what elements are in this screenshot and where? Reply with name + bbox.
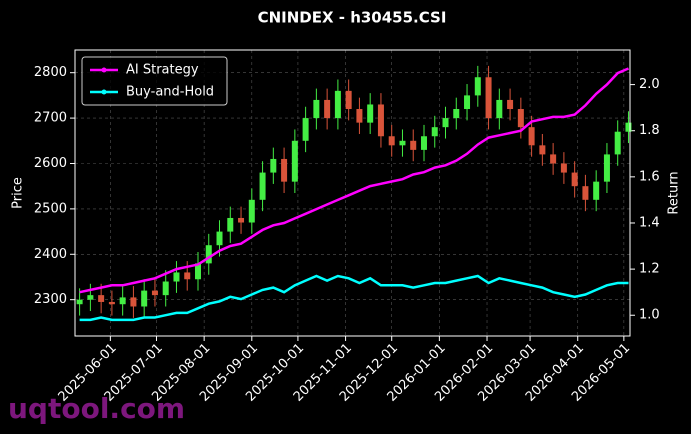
legend-marker	[101, 89, 107, 95]
y2-tick-label: 1.0	[639, 308, 660, 323]
candle-body	[560, 163, 567, 173]
candle-body	[141, 290, 148, 307]
candle-body	[507, 99, 514, 110]
legend-label: Buy-and-Hold	[126, 85, 214, 100]
candle-body	[151, 290, 158, 296]
candle-body	[108, 301, 115, 305]
candle-body	[485, 77, 492, 119]
candle-body	[603, 154, 610, 182]
line-series	[79, 67, 629, 294]
candle-body	[550, 154, 557, 164]
y2-tick-label: 1.2	[639, 262, 660, 277]
chart-title: CNINDEX - h30455.CSI	[258, 9, 447, 27]
candle-body	[388, 136, 395, 146]
candle-body	[248, 199, 255, 223]
candle-body	[270, 158, 277, 173]
candle-body	[345, 90, 352, 110]
candle-body	[539, 145, 546, 155]
candle-body	[528, 127, 535, 146]
y-tick-label: 2700	[34, 111, 67, 126]
candle-body	[184, 272, 191, 280]
candle-body	[420, 136, 427, 150]
candle-body	[625, 122, 632, 132]
legend-box	[81, 56, 228, 106]
candle-body	[302, 118, 309, 141]
candle-body	[496, 99, 503, 119]
candle-body	[431, 127, 438, 137]
candle-body	[173, 272, 180, 282]
candle-body	[410, 140, 417, 150]
candle-body	[571, 172, 578, 187]
candle-body	[367, 104, 374, 123]
candle-body	[119, 297, 126, 305]
y-tick-label: 2600	[34, 156, 67, 171]
y-tick-label: 2300	[34, 292, 67, 307]
candle-body	[593, 181, 600, 200]
candle-body	[98, 295, 105, 302]
candle-body	[130, 297, 137, 307]
y2-tick-label: 2.0	[639, 77, 660, 92]
candle-body	[216, 231, 223, 246]
candle-body	[313, 99, 320, 119]
candle-body	[453, 109, 460, 119]
y-axis-label: Price	[11, 177, 26, 209]
candle-body	[324, 99, 331, 119]
candle-body	[377, 104, 384, 137]
candle-body	[259, 172, 266, 200]
y-tick-label: 2500	[34, 201, 67, 216]
candle-body	[582, 186, 589, 200]
y2-tick-label: 1.6	[639, 169, 660, 184]
candle-body	[614, 131, 621, 155]
y2-tick-label: 1.8	[639, 123, 660, 138]
candle-body	[238, 217, 245, 223]
watermark: uqtool.com	[8, 392, 185, 425]
line-series	[79, 274, 629, 322]
y-tick-label: 2800	[34, 65, 67, 80]
y2-axis-label: Return	[667, 171, 682, 214]
candle-body	[291, 140, 298, 182]
candle-body	[227, 217, 234, 232]
candle-body	[205, 245, 212, 264]
candle-body	[162, 281, 169, 296]
candle-body	[356, 109, 363, 123]
legend-marker	[101, 67, 107, 73]
legend-label: AI Strategy	[126, 63, 199, 78]
candle-body	[334, 90, 341, 119]
candle-body	[474, 77, 481, 96]
candle-body	[281, 158, 288, 182]
candle-body	[76, 299, 83, 305]
y2-tick-label: 1.4	[639, 215, 660, 230]
candle-body	[194, 263, 201, 280]
y-tick-label: 2400	[34, 247, 67, 262]
candle-body	[464, 95, 471, 110]
candle-body	[87, 295, 94, 300]
candle-body	[442, 118, 449, 128]
candle-body	[399, 140, 406, 146]
plot-frame	[74, 49, 631, 337]
candle-body	[517, 109, 524, 128]
